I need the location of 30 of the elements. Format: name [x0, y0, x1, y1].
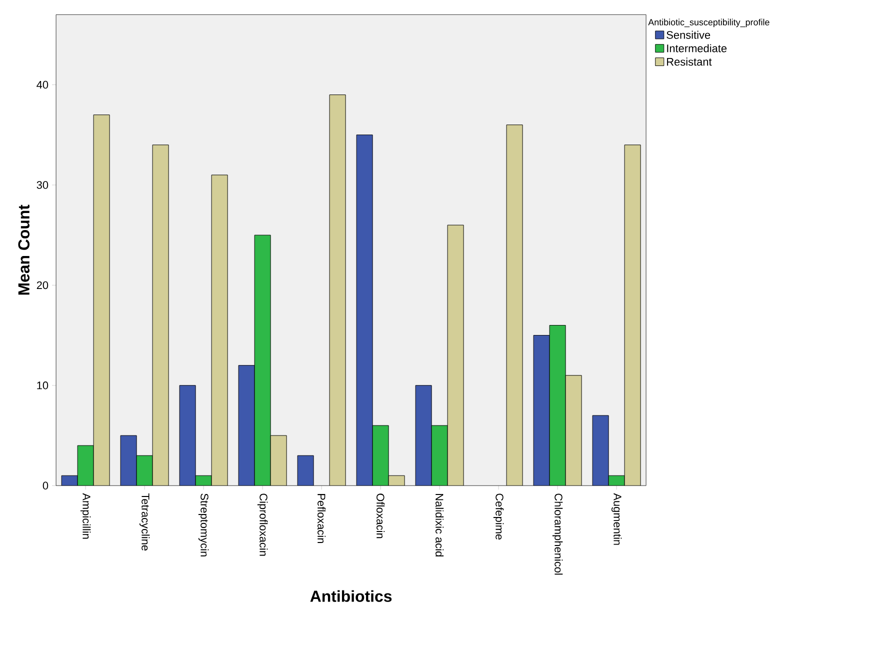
bar — [77, 445, 94, 486]
x-tick-label: Ampicillin — [80, 493, 91, 539]
x-tick-label: Streptomycin — [198, 494, 209, 556]
x-tick-label: Tetracycline — [139, 493, 150, 551]
bar — [506, 124, 523, 486]
legend-title: Antibiotic_susceptibility_profile — [648, 18, 770, 28]
bar — [254, 234, 271, 486]
x-tick-label: Chloramphenicol — [552, 494, 563, 575]
bar — [549, 325, 566, 486]
y-tick-label: 30 — [36, 181, 48, 189]
x-tick-label: Ofloxacin — [376, 494, 385, 538]
x-tick-label: Ciprofloxacin — [257, 494, 268, 556]
y-axis-title: Mean Count — [18, 204, 30, 295]
x-tick-label: Cefepime — [493, 494, 504, 540]
x-tick-label: Nalidixic acid — [436, 494, 444, 556]
x-tick-label: Augmentin — [611, 493, 622, 545]
y-tick-label: 10 — [37, 382, 48, 390]
y-tick-label: 20 — [36, 281, 48, 290]
x-axis-title: Antibiotics — [310, 590, 392, 602]
legend-label: Sensitive — [666, 30, 710, 39]
legend-label: Resistant — [667, 58, 712, 66]
y-tick-label: 40 — [36, 80, 48, 89]
x-tick-label: Pefloxacin — [318, 494, 326, 543]
bar — [372, 425, 389, 486]
bar — [297, 455, 314, 486]
bar — [136, 455, 153, 486]
y-tick-label: 0 — [42, 482, 48, 490]
bar — [431, 425, 448, 486]
legend-label: Intermediate — [667, 44, 727, 52]
bar — [329, 94, 346, 486]
